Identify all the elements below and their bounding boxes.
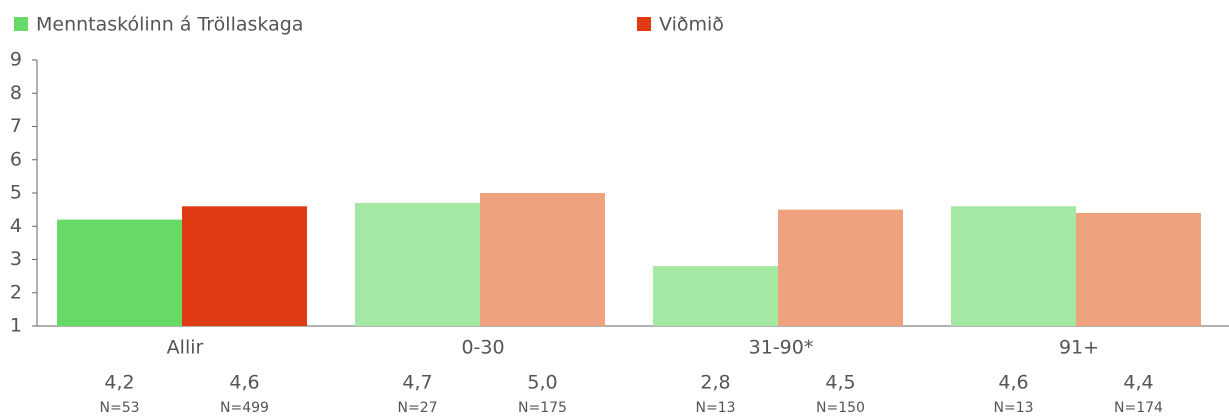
x-tick-label: 91+ — [1059, 337, 1099, 359]
bar — [778, 209, 903, 326]
n-label: N=150 — [816, 400, 865, 416]
n-label: N=175 — [518, 400, 567, 416]
n-label: N=174 — [1114, 400, 1163, 416]
y-tick-label: 5 — [10, 182, 22, 204]
bar — [1076, 212, 1201, 326]
y-tick-label: 2 — [10, 281, 22, 303]
legend-swatch — [637, 17, 651, 31]
bar — [951, 206, 1076, 326]
bar — [57, 219, 182, 326]
x-tick-label: 0-30 — [461, 337, 504, 359]
y-tick-label: 6 — [10, 148, 22, 170]
y-tick-label: 4 — [10, 215, 22, 237]
bar — [355, 202, 480, 326]
bar — [182, 206, 307, 326]
value-label: 4,6 — [998, 372, 1028, 394]
value-label: 4,6 — [229, 372, 259, 394]
bar — [480, 193, 605, 326]
n-label: N=13 — [993, 400, 1033, 416]
y-tick-label: 1 — [10, 315, 22, 337]
value-label: 5,0 — [527, 372, 557, 394]
legend-label: Viðmið — [659, 14, 724, 36]
y-tick-label: 3 — [10, 248, 22, 270]
value-label: 4,5 — [825, 372, 855, 394]
legend-swatch — [14, 17, 28, 31]
x-tick-label: Allir — [167, 337, 204, 359]
value-label: 4,7 — [402, 372, 432, 394]
n-label: N=499 — [220, 400, 269, 416]
value-label: 4,2 — [104, 372, 134, 394]
x-tick-label: 31-90* — [749, 337, 814, 359]
n-label: N=27 — [397, 400, 437, 416]
n-label: N=53 — [99, 400, 139, 416]
n-label: N=13 — [695, 400, 735, 416]
y-tick-label: 8 — [10, 82, 22, 104]
value-label: 4,4 — [1123, 372, 1153, 394]
legend-label: Menntaskólinn á Tröllaskaga — [36, 14, 303, 36]
y-tick-label: 9 — [10, 49, 22, 71]
value-label: 2,8 — [700, 372, 730, 394]
bar — [653, 266, 778, 326]
y-tick-label: 7 — [10, 115, 22, 137]
